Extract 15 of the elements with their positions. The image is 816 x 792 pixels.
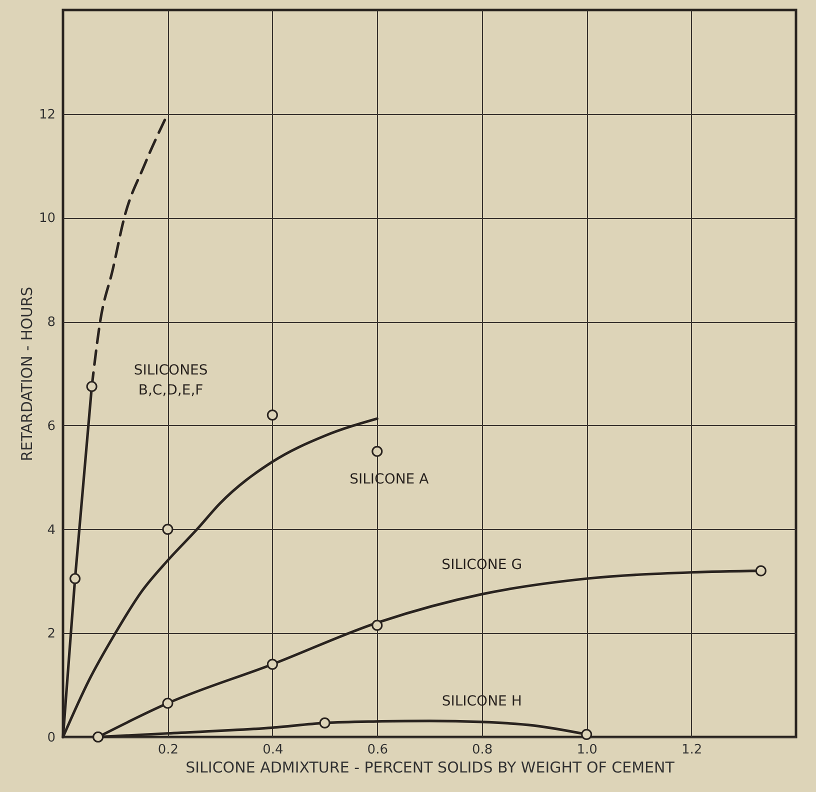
y-tick-label: 4 [47,522,56,538]
y-tick-label: 0 [47,730,56,746]
y-tick-label: 6 [47,418,56,434]
x-tick-label: 1.2 [681,742,702,758]
x-axis-title: SILICONE ADMIXTURE - PERCENT SOLIDS BY WEIGHT OF CEMENT [186,758,676,776]
x-tick-label: 0.6 [367,742,388,758]
y-tick-label: 8 [47,315,56,330]
y-axis-title: RETARDATION - HOURS [18,286,36,462]
y-tick-label: 12 [38,107,56,122]
y-tick-label: 2 [47,626,56,642]
x-tick-label: 1.0 [576,742,598,758]
x-tick-label: 0.4 [262,742,284,758]
y-tick-label: 10 [38,211,56,226]
x-tick-label: 0.8 [472,742,493,758]
x-tick-label: 0.2 [158,742,179,758]
